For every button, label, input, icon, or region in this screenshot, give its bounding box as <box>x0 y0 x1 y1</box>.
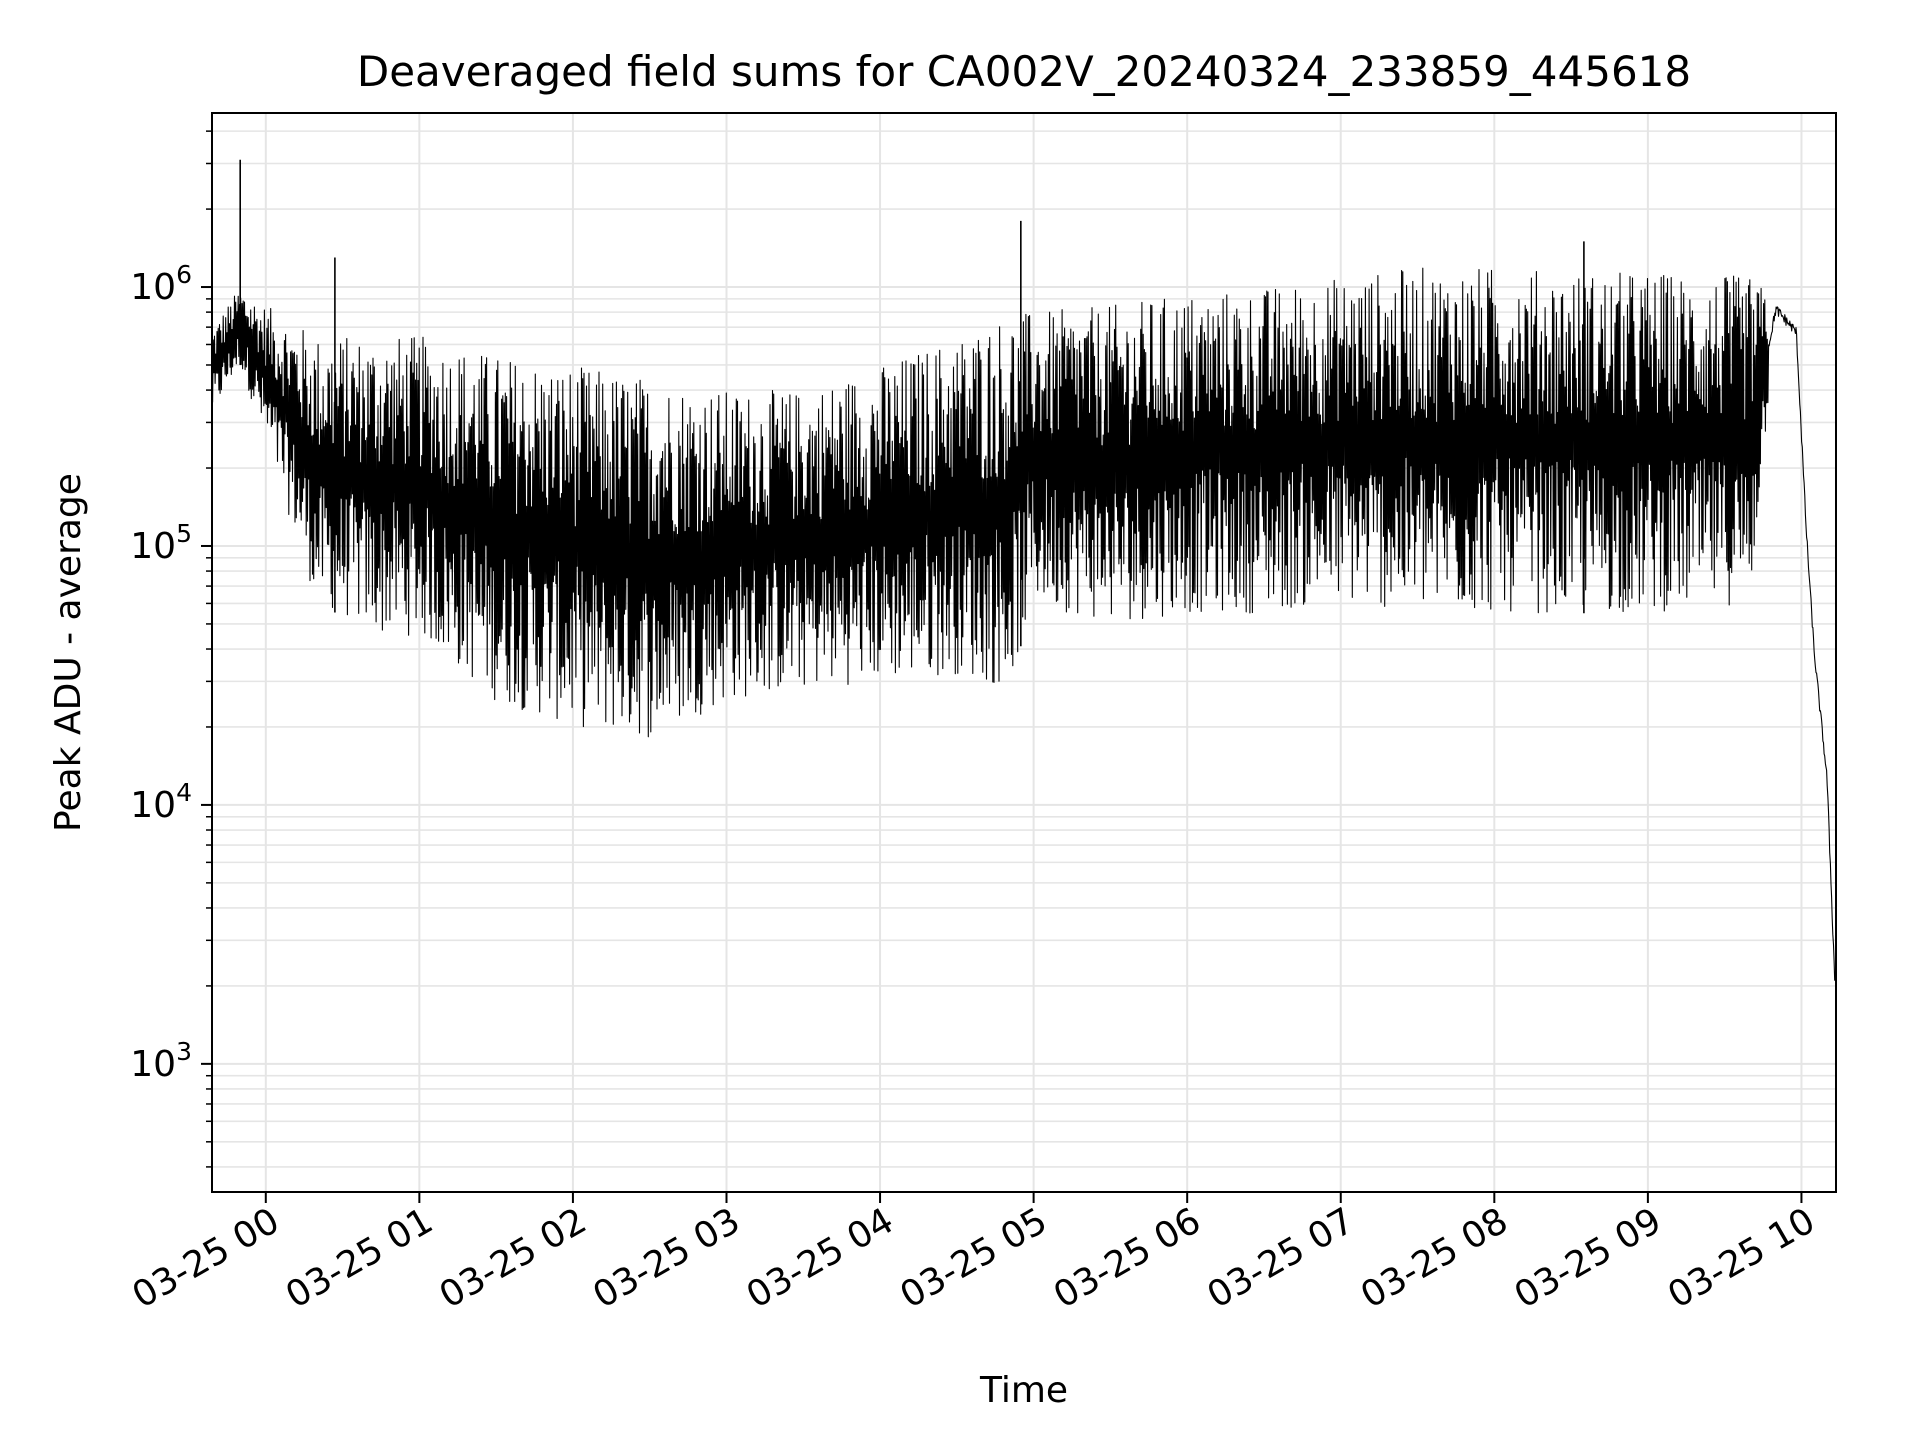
y-axis-label: Peak ADU - average <box>48 473 89 832</box>
y-tick-exponent: 5 <box>176 519 192 548</box>
y-tick-base: 10 <box>130 1044 176 1085</box>
series-path <box>211 267 1836 981</box>
y-tick-label: 105 <box>130 519 192 567</box>
y-tick-label: 106 <box>130 260 192 308</box>
x-axis-label: Time <box>979 1370 1068 1411</box>
chart-title: Deaveraged field sums for CA002V_2024032… <box>357 47 1691 96</box>
series-line <box>211 159 1836 981</box>
y-tick-exponent: 3 <box>176 1037 192 1066</box>
y-tick-exponent: 4 <box>176 778 192 807</box>
y-tick-label: 103 <box>130 1037 192 1085</box>
y-tick-base: 10 <box>130 267 176 308</box>
plot-frame <box>211 112 1837 1193</box>
grid <box>212 113 1836 1192</box>
y-tick-base: 10 <box>130 526 176 567</box>
y-tick-label: 104 <box>130 778 192 826</box>
y-tick-exponent: 6 <box>176 260 192 289</box>
y-tick-base: 10 <box>130 785 176 826</box>
